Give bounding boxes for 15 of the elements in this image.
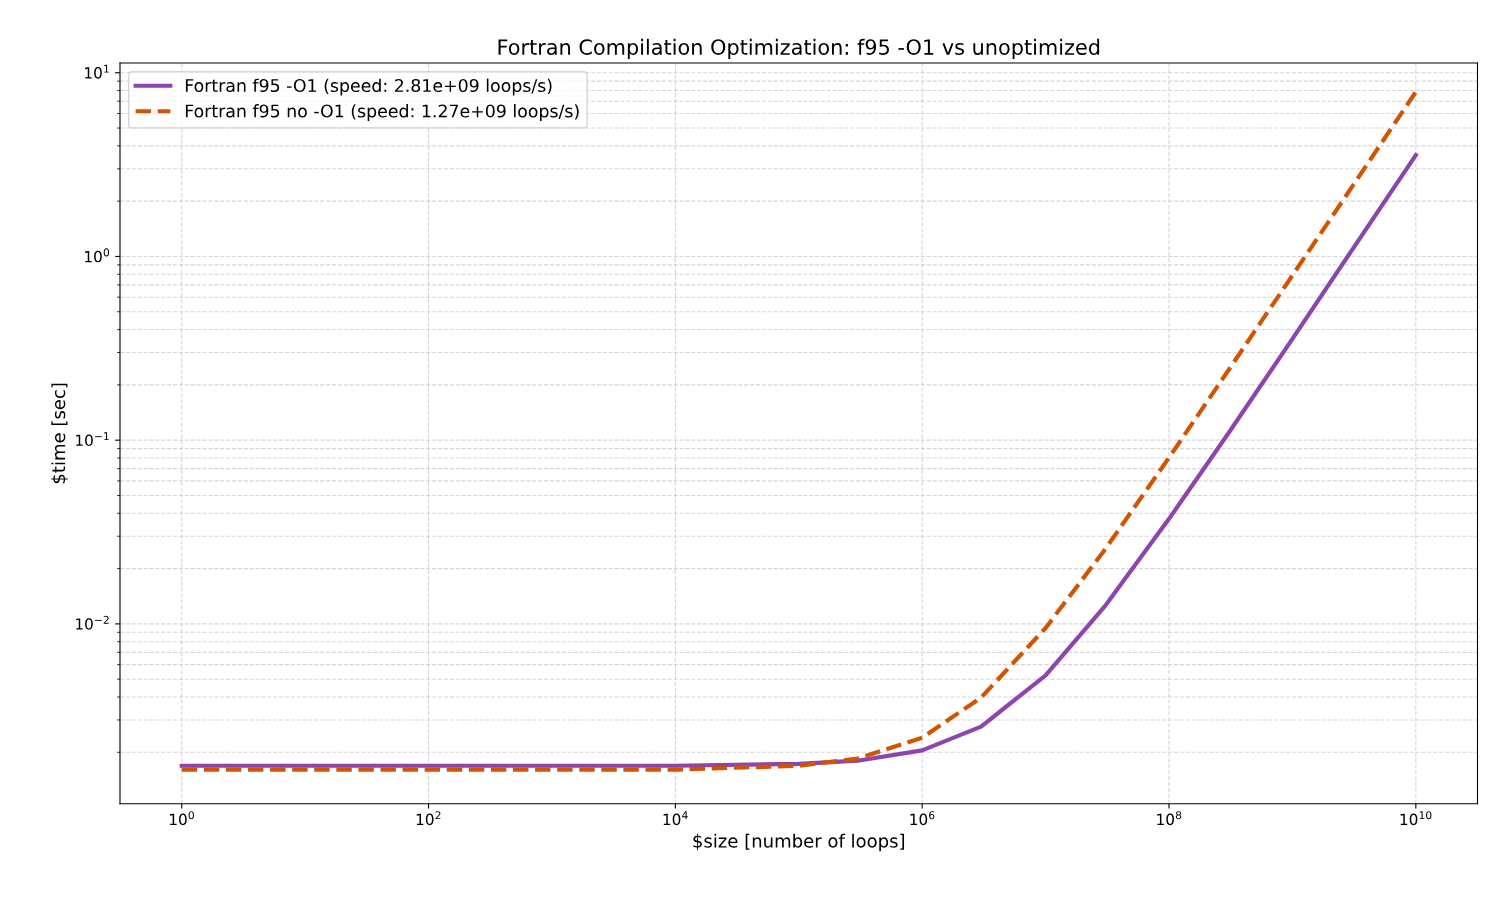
y-tick-label: 10$^{−2}$ — [76, 615, 109, 630]
y-tick-label: 10$^{−1}$ — [76, 432, 109, 447]
x-tick-label: 10$^{10}$ — [1400, 811, 1432, 826]
y-axis-title: $time [sec] — [51, 383, 68, 484]
x-axis-title: $size [number of loops] — [693, 833, 905, 852]
x-tick-label: 10$^{6}$ — [910, 811, 935, 826]
x-tick-label: 10$^{2}$ — [416, 811, 441, 826]
y-tick-label: 10$^{0}$ — [85, 248, 110, 263]
chart-title: Fortran Compilation Optimization: f95 -O1 vs unoptimized — [498, 38, 1100, 59]
legend-label: Fortran f95 no -O1 (speed: 1.27e+09 loops/s) — [185, 104, 579, 121]
x-tick-label: 10$^{0}$ — [169, 811, 194, 826]
x-tick-label: 10$^{4}$ — [663, 811, 688, 826]
y-tick-label: 10$^{1}$ — [85, 64, 109, 79]
legend-label: Fortran f95 -O1 (speed: 2.81e+09 loops/s) — [185, 78, 552, 96]
x-tick-label: 10$^{8}$ — [1157, 811, 1182, 826]
